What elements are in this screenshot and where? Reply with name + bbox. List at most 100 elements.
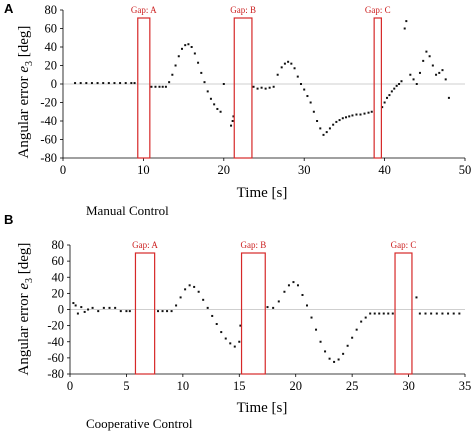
panel-a-data-point xyxy=(85,82,88,85)
panel-a-gap-label: Gap: C xyxy=(365,5,391,15)
panel-b-plot-area: -80 -60 -40 -20 0 20 40 60 80 0 5 10 15 20 25 30 35 Gap: … xyxy=(47,238,471,393)
panel-b-data-point xyxy=(333,360,336,363)
panel-a-data-point xyxy=(164,85,167,88)
panel-a-data-point xyxy=(168,81,171,84)
panel-b-data-point xyxy=(184,288,187,291)
panel-b-data-point xyxy=(430,312,433,315)
panel-a-data-point xyxy=(96,82,99,85)
panel-b-data-point xyxy=(76,312,79,315)
panel-a-data-point xyxy=(409,73,412,76)
panel-b-data-point xyxy=(337,358,340,361)
panel-b-data-point xyxy=(378,312,381,315)
panel-b-data-point xyxy=(387,312,390,315)
panel-a-data-point xyxy=(438,71,441,74)
panel-a-data-point xyxy=(174,64,177,67)
panel-b-gap-box xyxy=(134,252,156,375)
panel-b-y-tick-label: -20 xyxy=(47,319,64,333)
panel-a-y-tick-label: -80 xyxy=(40,151,57,165)
panel-b-data-point xyxy=(283,290,286,293)
panel-a-data-point xyxy=(161,85,164,88)
panel-b-data-point xyxy=(301,293,304,296)
panel-a-data-point xyxy=(447,96,450,99)
panel-a-data-point xyxy=(268,86,271,89)
panel-b-data-point xyxy=(360,320,363,323)
panel-a-data-point xyxy=(395,84,398,87)
panel-a-data-point xyxy=(197,61,200,64)
panel-b-data-point xyxy=(435,312,438,315)
panel-a-data-point xyxy=(216,107,219,110)
panel-b-data-point xyxy=(114,306,117,309)
panel-b-data-point xyxy=(170,310,173,313)
panel-b-data-point xyxy=(447,312,450,315)
panel-a-data-point xyxy=(113,82,116,85)
panel-b-data-point xyxy=(373,312,376,315)
panel-a-data-point xyxy=(124,82,127,85)
panel-b-data-point xyxy=(83,310,86,313)
panel-a-data-point xyxy=(348,115,351,118)
panel-a-x-tick-label: 0 xyxy=(60,163,66,177)
panel-b-data-point xyxy=(157,310,160,313)
panel-b-data-point xyxy=(324,350,327,353)
panel-b-gap-box xyxy=(394,252,413,375)
panel-a-data-point xyxy=(386,96,389,99)
panel-a-gap-box xyxy=(137,17,151,159)
panel-a-data-point xyxy=(316,120,319,122)
panel-a-data-point xyxy=(355,113,358,116)
panel-b-data-point xyxy=(211,314,214,317)
panel-a-data-point xyxy=(425,50,428,53)
panel-a-data-point xyxy=(400,80,403,83)
panel-b-data-point xyxy=(233,345,236,348)
panel-a-data-point xyxy=(74,82,77,85)
panel-a-data-point xyxy=(393,87,396,90)
panel-a-data-point xyxy=(303,88,306,91)
panel-a-data-point xyxy=(322,133,325,136)
panel-a-gap-box xyxy=(233,17,253,159)
panel-b-data-point xyxy=(441,312,444,315)
panel-b-data-point xyxy=(238,340,241,343)
panel-a-data-point xyxy=(405,20,408,23)
panel-a-data-point xyxy=(256,87,259,90)
panel-a-data-point xyxy=(213,103,216,106)
panel-a-data-point xyxy=(338,119,341,122)
panel-b-gap-label: Gap: A xyxy=(132,240,158,250)
panel-b-data-point xyxy=(328,357,331,360)
panel-a-data-point xyxy=(154,85,157,88)
panel-b-data-point xyxy=(319,340,322,343)
panel-a-data-point xyxy=(158,85,161,88)
panel-b-data-point xyxy=(108,306,111,309)
panel-a-data-point xyxy=(412,78,415,81)
panel-b-data-point xyxy=(292,281,295,284)
panel-b-data-point xyxy=(415,296,418,299)
panel-a-data-point xyxy=(383,101,386,104)
panel-a-data-point xyxy=(119,82,122,85)
panel-b-data-point xyxy=(239,324,242,327)
panel-b-x-tick-label: 15 xyxy=(233,379,246,393)
panel-a-data-point xyxy=(296,75,299,78)
panel-b-label: B xyxy=(4,212,13,227)
panel-b-y-tick-label: -40 xyxy=(47,335,64,349)
panel-b-data-point xyxy=(272,306,275,309)
panel-a-data-point xyxy=(130,82,133,85)
panel-a-data-point xyxy=(133,82,136,85)
panel-b-x-tick-label: 35 xyxy=(459,379,472,393)
panel-b-y-tick-label: 40 xyxy=(52,270,65,284)
panel-a-x-tick-label: 10 xyxy=(137,163,150,177)
panel-a-y-tick-label: -20 xyxy=(40,96,57,110)
panel-a-data-point xyxy=(431,64,434,67)
panel-a-data-point xyxy=(209,97,212,100)
panel-b-data-point xyxy=(220,331,223,334)
panel-b-data-point xyxy=(346,344,349,347)
panel-b-data-point xyxy=(87,308,90,311)
panel-b-data-point xyxy=(102,306,105,309)
panel-a-data-point xyxy=(171,73,174,76)
panel-b-gap-box xyxy=(240,252,266,375)
panel-b-data-point xyxy=(215,323,218,326)
panel-a-data-point xyxy=(190,46,193,48)
panel-a-data-point xyxy=(388,94,391,97)
panel-a-gap-label: Gap: B xyxy=(230,5,256,15)
panel-a-data-point xyxy=(79,82,82,85)
panel-b-y-tick-label: 20 xyxy=(52,286,65,300)
panel-a-data-point xyxy=(418,71,421,74)
panel-b-data-point xyxy=(458,312,461,315)
